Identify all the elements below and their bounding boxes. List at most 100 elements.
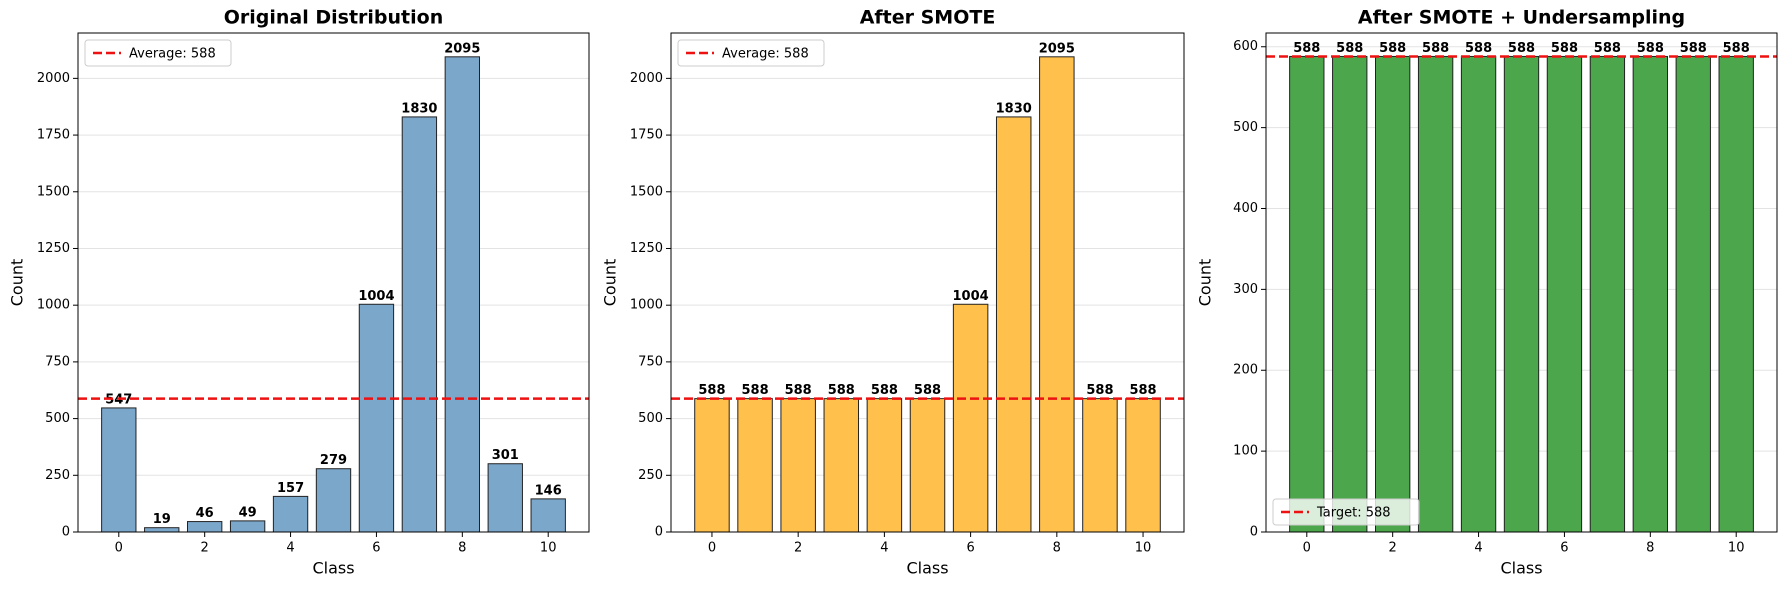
bar: [1503, 55, 1540, 533]
y-tick-label: 500: [1233, 120, 1258, 135]
legend-label: Target: 588: [1316, 506, 1391, 521]
panel: 0 250 500 750 1000 1250 1500 1750 2000 0 2 4 6 8 10 588…: [601, 7, 1185, 578]
value-label: 1830: [996, 101, 1032, 116]
value-label: 588: [1551, 41, 1578, 56]
bar: [1632, 55, 1669, 533]
x-tick-label: 8: [458, 541, 466, 556]
value-label: 146: [535, 483, 562, 498]
x-tick-label: 10: [1135, 541, 1152, 556]
bar: [737, 398, 773, 533]
x-tick-label: 6: [1560, 541, 1568, 556]
y-tick-label: 0: [62, 525, 70, 540]
value-label: 2095: [444, 41, 480, 56]
value-label: 588: [741, 383, 768, 398]
bar: [995, 116, 1032, 533]
x-tick-label: 10: [540, 541, 557, 556]
value-label: 588: [1637, 41, 1664, 56]
y-tick-label: 2000: [37, 71, 70, 86]
legend-box: [84, 39, 232, 67]
bar: [187, 521, 223, 533]
value-label: 588: [1336, 41, 1363, 56]
bar: [952, 303, 989, 533]
bar: [1375, 55, 1411, 533]
y-axis-label: Count: [1196, 259, 1215, 307]
x-tick-label: 2: [1389, 541, 1397, 556]
legend-box: [1272, 498, 1420, 526]
bar: [1289, 55, 1325, 533]
x-tick-label: 0: [708, 541, 716, 556]
value-label: 588: [1465, 41, 1492, 56]
panel: 0 100 200 300 400 500 600 0 2 4 6 8 10 588 588 588 588 58…: [1196, 7, 1778, 578]
value-label: 588: [828, 383, 855, 398]
y-tick-label: 0: [655, 525, 663, 540]
value-label: 2095: [1039, 41, 1075, 56]
bar: [1082, 398, 1118, 533]
bar: [487, 463, 523, 533]
value-label: 49: [239, 505, 257, 520]
y-tick-label: 500: [45, 411, 70, 426]
x-tick-label: 8: [1646, 541, 1654, 556]
y-axis-label: Count: [8, 259, 27, 307]
bar: [1546, 55, 1583, 533]
chart-title: After SMOTE: [860, 7, 996, 29]
value-label: 588: [698, 383, 725, 398]
value-label: 588: [1723, 41, 1750, 56]
bar: [866, 398, 903, 533]
value-label: 547: [105, 392, 132, 407]
value-label: 301: [492, 448, 519, 463]
value-label: 588: [1129, 383, 1156, 398]
value-label: 588: [1422, 41, 1449, 56]
bar: [909, 398, 946, 533]
y-tick-label: 1000: [37, 298, 70, 313]
value-label: 588: [785, 383, 812, 398]
y-tick-label: 1250: [37, 241, 70, 256]
bar: [101, 407, 137, 533]
bar: [694, 398, 730, 533]
y-tick-label: 1250: [630, 241, 663, 256]
bar: [315, 468, 352, 533]
legend-box: [677, 39, 825, 67]
value-label: 279: [320, 453, 347, 468]
value-label: 588: [1680, 41, 1707, 56]
legend-label: Average: 588: [722, 47, 809, 62]
y-tick-label: 1750: [37, 128, 70, 143]
x-tick-label: 10: [1728, 541, 1745, 556]
y-axis-label: Count: [601, 259, 620, 307]
y-tick-label: 750: [45, 354, 70, 369]
plot-frame: [670, 32, 1185, 533]
bar: [1675, 55, 1711, 533]
chart-title: Original Distribution: [224, 7, 443, 29]
x-tick-label: 0: [115, 541, 123, 556]
bar: [1718, 55, 1754, 533]
y-tick-label: 2000: [630, 71, 663, 86]
legend-label: Average: 588: [129, 47, 216, 62]
x-tick-label: 4: [1474, 541, 1482, 556]
value-label: 588: [1379, 41, 1406, 56]
bar: [1039, 56, 1075, 533]
y-tick-label: 1500: [37, 184, 70, 199]
plot-frame: [1265, 32, 1778, 533]
y-tick-label: 300: [1233, 282, 1258, 297]
bar: [1460, 55, 1497, 533]
bar: [1332, 55, 1368, 533]
bar: [401, 116, 438, 533]
y-tick-label: 600: [1233, 39, 1258, 54]
y-tick-label: 0: [1250, 525, 1258, 540]
bar: [780, 398, 816, 533]
x-tick-label: 0: [1303, 541, 1311, 556]
y-tick-label: 500: [638, 411, 663, 426]
y-tick-label: 100: [1233, 444, 1258, 459]
y-tick-label: 400: [1233, 201, 1258, 216]
x-tick-label: 6: [372, 541, 380, 556]
bar: [144, 527, 180, 533]
value-label: 1830: [401, 101, 437, 116]
bar: [1417, 55, 1454, 533]
bar: [823, 398, 860, 533]
y-tick-label: 250: [45, 468, 70, 483]
plot-frame: [77, 32, 590, 533]
x-tick-label: 4: [286, 541, 294, 556]
bar: [272, 495, 309, 533]
bar: [358, 303, 395, 533]
